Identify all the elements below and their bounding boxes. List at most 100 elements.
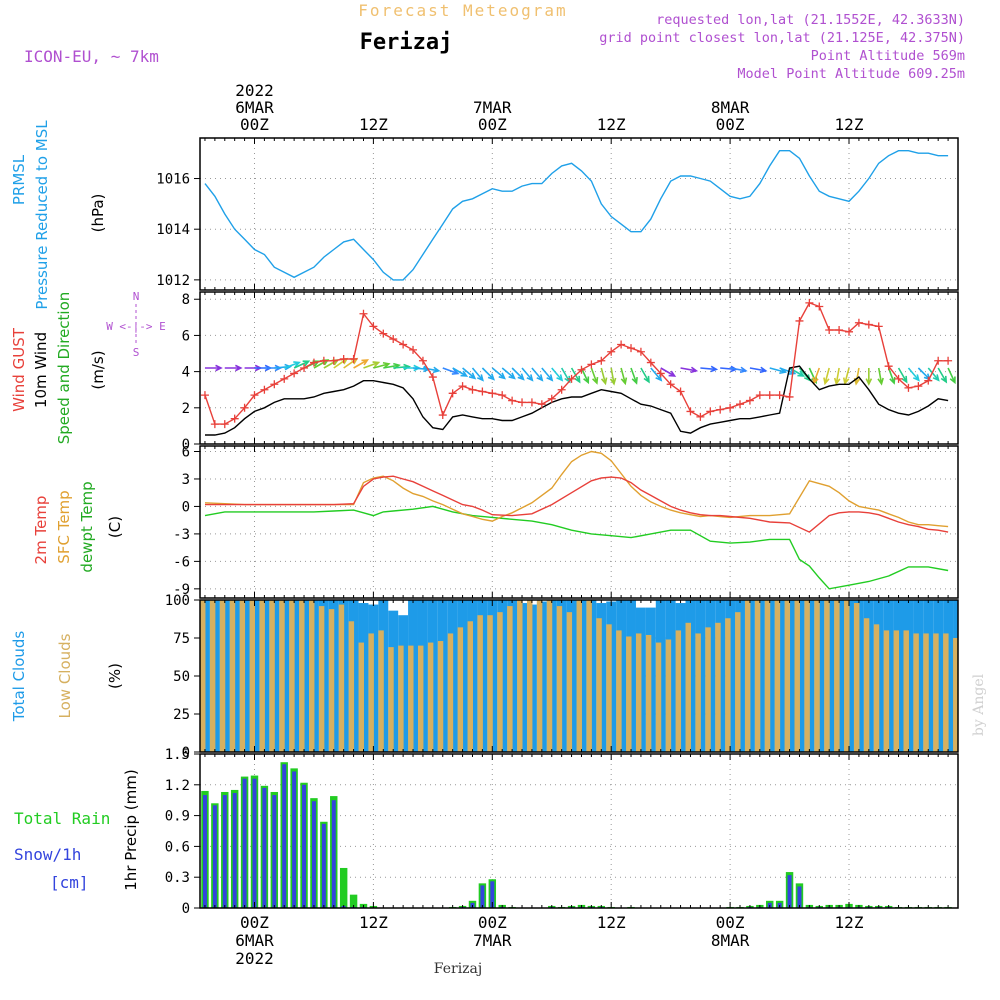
wind-gust-line-point bbox=[200, 391, 209, 400]
precipitation-ytick-label: 0.3 bbox=[165, 870, 190, 886]
low-cloud-bar bbox=[853, 603, 860, 752]
wind-direction-arrow bbox=[422, 366, 441, 374]
low-cloud-bar bbox=[239, 600, 246, 752]
low-cloud-bar bbox=[715, 622, 721, 752]
bottom-time-label: 00Z bbox=[478, 913, 507, 932]
requested-coords: requested lon,lat (21.1552E, 42.3633N) bbox=[656, 12, 965, 28]
wind-gust-line-point bbox=[567, 374, 576, 383]
low-cloud-bar bbox=[665, 639, 672, 752]
t2m-label: 2m Temp bbox=[32, 496, 50, 565]
wind-gust-line-point bbox=[210, 420, 219, 429]
temperature-ytick-label: -6 bbox=[173, 554, 190, 570]
wind-ytick-label: 2 bbox=[182, 401, 190, 417]
wind-gust-line-point bbox=[765, 391, 774, 400]
snow-bar bbox=[222, 795, 227, 908]
wind-direction-arrow bbox=[204, 364, 223, 372]
snow-bar bbox=[321, 823, 326, 908]
wind-ytick-label: 4 bbox=[182, 365, 190, 381]
low-cloud-bar bbox=[814, 600, 820, 752]
wind-direction-arrow bbox=[833, 367, 841, 386]
low-cloud-bar bbox=[893, 630, 900, 752]
wind-direction-arrow bbox=[640, 367, 650, 384]
wind-gust-line-point bbox=[329, 356, 338, 365]
low-cloud-bar bbox=[566, 612, 573, 752]
low-cloud-bar bbox=[626, 636, 632, 752]
wind-gust-line-point bbox=[676, 387, 685, 396]
top-time-label: 12Z bbox=[835, 115, 864, 134]
wind-gust-line-point bbox=[884, 362, 893, 371]
wind-direction-arrow bbox=[521, 367, 534, 382]
wind-gust-line-point bbox=[537, 400, 546, 409]
wind-gust-line-point bbox=[854, 318, 863, 327]
wind-gust-line bbox=[204, 302, 949, 425]
wind-gust-line-point bbox=[389, 335, 398, 344]
bottom-time-label: 6MAR bbox=[235, 931, 274, 950]
wind-direction-arrow bbox=[224, 364, 243, 372]
top-time-label: 00Z bbox=[478, 115, 507, 134]
low-cloud-bar bbox=[774, 600, 781, 752]
wind-gust-line-point bbox=[547, 394, 556, 403]
snow-bar bbox=[490, 881, 495, 908]
precipitation-ytick-label: 0 bbox=[182, 901, 190, 917]
low-cloud-bar bbox=[358, 642, 364, 752]
pressure-label-2: Pressure Reduced to MSL bbox=[33, 120, 51, 310]
wind-gust-line-point bbox=[636, 347, 645, 356]
snow-bar bbox=[331, 800, 336, 908]
wind-gust-line-point bbox=[696, 412, 705, 421]
wind-gust-line-point bbox=[468, 385, 477, 394]
wind-gust-line-point bbox=[527, 398, 536, 407]
wind-direction-arrow bbox=[491, 367, 506, 380]
rain-bar bbox=[339, 867, 348, 908]
wind-gust-line-point bbox=[666, 380, 675, 389]
wind-direction-arrow bbox=[842, 367, 850, 386]
chart-title: Ferizaj bbox=[360, 30, 453, 55]
axis-labels: 10121014101602468-9-6-3036025507510000.3… bbox=[156, 81, 864, 968]
wind-gust-line-point bbox=[716, 405, 725, 414]
bottom-time-label: 00Z bbox=[716, 913, 745, 932]
dewpt-line bbox=[204, 505, 949, 590]
low-cloud-bar bbox=[536, 600, 543, 752]
cloud-unit: (%) bbox=[106, 663, 124, 689]
clouds-ytick-label: 25 bbox=[173, 707, 190, 723]
top-time-label: 7MAR bbox=[473, 98, 512, 117]
low-cloud-bar bbox=[546, 600, 553, 752]
low-cloud-bar bbox=[863, 618, 870, 752]
wind-direction-arrow bbox=[462, 367, 477, 380]
low-cloud-bar bbox=[784, 600, 791, 752]
low-cloud-bar bbox=[883, 630, 890, 752]
low-cloud-bar bbox=[844, 600, 850, 752]
clouds-ytick-label: 100 bbox=[165, 593, 190, 609]
bottom-time-label: 12Z bbox=[835, 913, 864, 932]
low-cloud-bar bbox=[695, 633, 701, 752]
wind-direction-arrow bbox=[471, 367, 484, 382]
wind-panel-frame bbox=[199, 291, 959, 445]
wind-gust-line-point bbox=[428, 373, 437, 382]
sfc-label: SFC Temp bbox=[55, 490, 73, 563]
low-cloud-bar bbox=[378, 630, 384, 752]
low-cloud-bar bbox=[467, 621, 473, 752]
pressure-ytick-label: 1016 bbox=[156, 172, 190, 188]
wind-direction-arrow bbox=[630, 367, 638, 385]
low-cloud-bar bbox=[685, 622, 691, 752]
low-cloud-bar bbox=[497, 612, 503, 752]
low-cloud-bar bbox=[735, 612, 741, 752]
grid-coords: grid point closest lon,lat (21.125E, 42.… bbox=[599, 30, 965, 46]
low-cloud-bar bbox=[794, 600, 800, 752]
low-cloud-bar bbox=[913, 633, 919, 752]
precipitation-ytick-label: 1.2 bbox=[165, 778, 190, 794]
low-cloud-bar bbox=[635, 633, 642, 752]
clouds-panel-frame bbox=[199, 599, 959, 753]
temp-unit: (C) bbox=[106, 516, 124, 538]
low-cloud-bar bbox=[675, 630, 682, 752]
snow-bar bbox=[212, 805, 217, 908]
top-time-label: 6MAR bbox=[235, 98, 274, 117]
bottom-time-label: 7MAR bbox=[473, 931, 512, 950]
pressure-ytick-label: 1014 bbox=[156, 222, 190, 238]
wind-gust-line-point bbox=[627, 344, 636, 353]
wind-direction-arrow bbox=[600, 367, 608, 386]
low-cloud-bar bbox=[249, 600, 255, 752]
pressure-side-labels: PRMSL Pressure Reduced to MSL (hPa) bbox=[10, 120, 107, 310]
wind-gust-line-point bbox=[220, 420, 229, 429]
low-cloud-bar bbox=[725, 618, 731, 752]
temperature-ytick-label: 0 bbox=[182, 499, 190, 515]
